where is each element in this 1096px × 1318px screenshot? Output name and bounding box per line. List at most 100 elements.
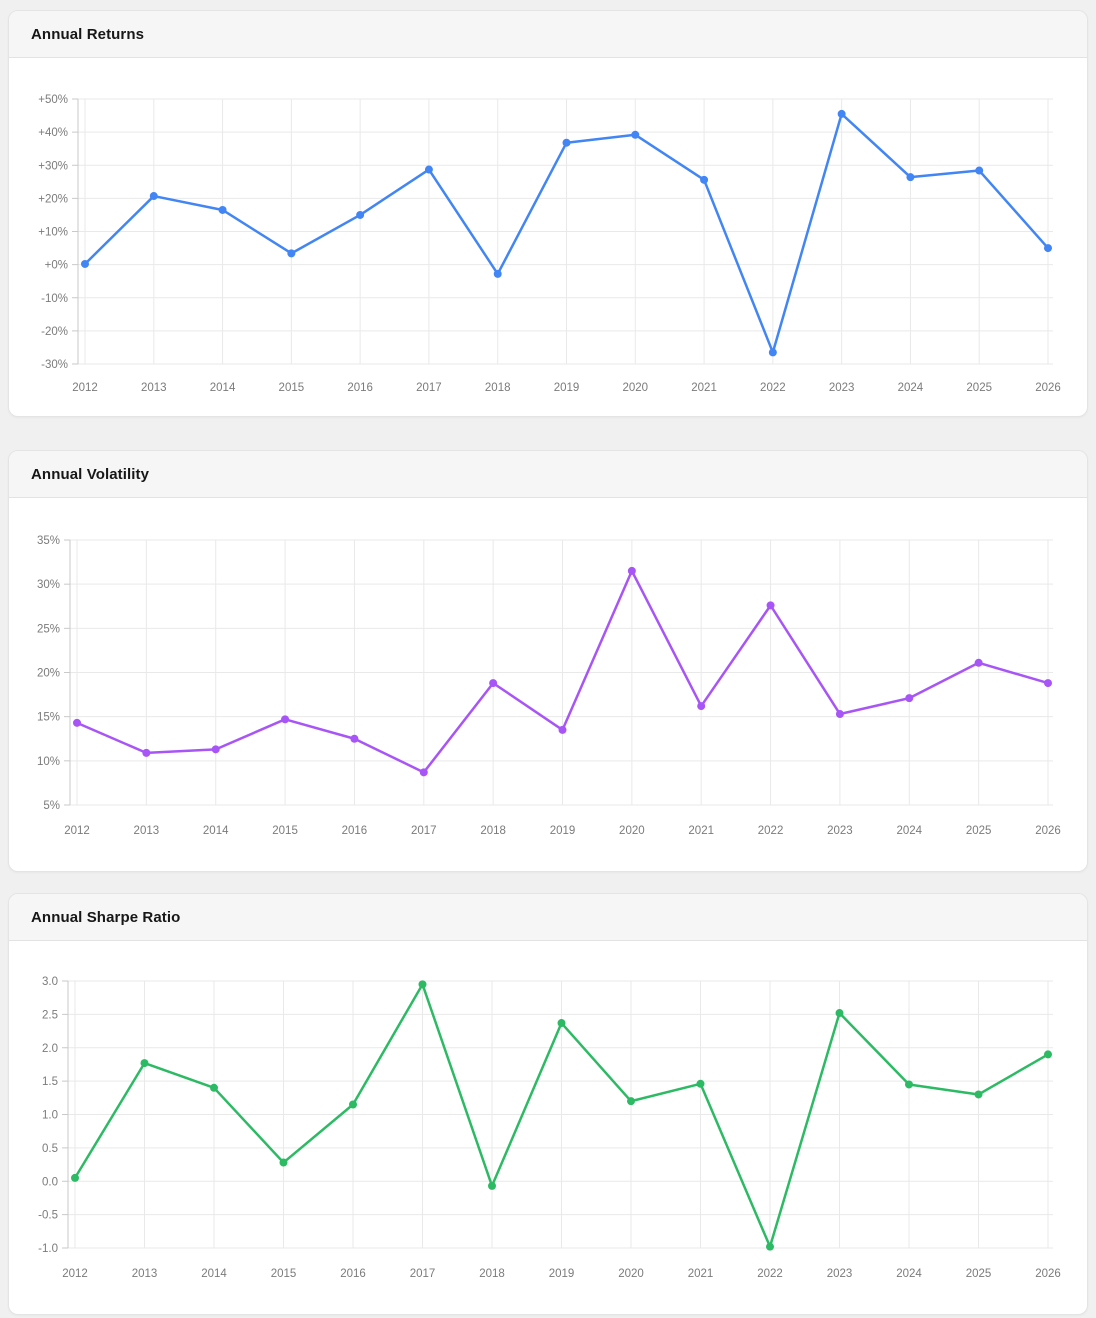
data-point-marker (287, 249, 296, 258)
data-point-marker (81, 259, 89, 268)
x-axis-tick-label: 2018 (480, 825, 506, 837)
y-axis-tick-label: 3.0 (42, 976, 58, 988)
data-point-marker (766, 601, 775, 610)
annual-volatility-line-chart: 35% 30% 25% 20% 15% 10% 5% 2012 2013 2014 2015 2016… (37, 535, 1061, 837)
data-point-marker (218, 205, 227, 214)
annual-sharpe-ratio-line-chart: 3.0 2.5 2.0 1.5 1.0 0.5 0.0 -0.5 -1.0 2012 2013 201… (38, 976, 1061, 1280)
data-point-marker (700, 175, 709, 184)
data-point-marker (211, 745, 220, 754)
x-axis-tick-label: 2022 (758, 825, 784, 837)
y-axis-tick-label: -10% (41, 293, 68, 305)
x-axis-tick-label: 2012 (64, 825, 90, 837)
data-point-marker (975, 166, 984, 175)
x-axis-tick-label: 2016 (340, 1268, 366, 1280)
x-axis-tick-label: 2026 (1035, 382, 1061, 394)
x-axis-tick-label: 2015 (279, 382, 305, 394)
data-point-marker (905, 1080, 913, 1089)
data-point-marker (349, 1100, 357, 1109)
x-axis-tick-label: 2020 (619, 825, 645, 837)
data-point-marker (696, 1079, 705, 1088)
y-axis-tick-label: 35% (37, 535, 60, 547)
y-axis-tick-label: +10% (38, 227, 68, 239)
x-axis-tick-label: 2024 (896, 1268, 922, 1280)
y-axis-tick-label: -1.0 (38, 1243, 58, 1255)
data-point-marker (631, 130, 640, 139)
annual-returns-card: Annual Returns +50% +40% +30% +20% +10% +0% -1… (8, 10, 1088, 417)
y-axis-tick-label: 30% (37, 579, 60, 591)
x-axis-tick-label: 2017 (411, 825, 437, 837)
x-axis-tick-label: 2014 (203, 825, 229, 837)
y-axis-tick-label: 25% (37, 623, 60, 635)
x-axis-tick-label: 2017 (410, 1268, 436, 1280)
data-point-marker (424, 165, 433, 174)
y-axis-tick-label: 15% (37, 712, 60, 724)
x-axis-tick-label: 2023 (827, 1268, 853, 1280)
x-axis-tick-label: 2025 (966, 1268, 992, 1280)
data-point-marker (71, 1173, 79, 1182)
data-point-marker (627, 1097, 635, 1106)
x-axis-tick-label: 2020 (618, 1268, 644, 1280)
x-axis-tick-label: 2018 (485, 382, 511, 394)
card-title-annual-returns: Annual Returns (31, 25, 145, 43)
data-point-marker (488, 1181, 496, 1190)
y-axis-tick-label: -20% (41, 326, 68, 338)
y-axis-tick-label: 0.0 (42, 1176, 58, 1188)
y-axis-tick-label: +30% (38, 160, 68, 172)
data-point-marker (281, 715, 290, 724)
x-axis-tick-label: 2023 (829, 382, 855, 394)
card-header: Annual Sharpe Ratio (9, 894, 1087, 941)
y-axis-tick-label: 2.5 (42, 1009, 58, 1021)
y-axis-tick-label: +50% (38, 94, 68, 106)
y-axis-tick-label: 5% (43, 800, 60, 812)
x-axis-tick-label: 2014 (201, 1268, 227, 1280)
x-axis-tick-label: 2021 (691, 382, 717, 394)
data-point-marker (974, 1090, 983, 1099)
y-axis-tick-label: 10% (37, 756, 60, 768)
x-axis-tick-label: 2024 (898, 382, 924, 394)
card-body: 35% 30% 25% 20% 15% 10% 5% 2012 2013 2014 2015 2016… (9, 498, 1087, 868)
data-point-marker (974, 658, 983, 667)
y-axis-tick-label: 2.0 (42, 1043, 58, 1055)
x-axis-tick-label: 2013 (141, 382, 167, 394)
x-axis-tick-label: 2025 (966, 382, 992, 394)
data-point-marker (766, 1242, 774, 1251)
data-point-marker (1044, 1050, 1052, 1059)
x-axis-tick-label: 2013 (132, 1268, 158, 1280)
x-axis-tick-label: 2015 (271, 1268, 297, 1280)
annual-volatility-card: Annual Volatility 35% 30% 25% 20% 15% 10% 5% 20… (8, 450, 1088, 872)
x-axis-tick-label: 2022 (760, 382, 786, 394)
x-axis-tick-label: 2024 (896, 825, 922, 837)
data-point-marker (558, 725, 567, 734)
annual-returns-line-chart: +50% +40% +30% +20% +10% +0% -10% -20% -30% 2012 2… (38, 94, 1061, 394)
y-axis-tick-label: +40% (38, 127, 68, 139)
x-axis-tick-label: 2014 (210, 382, 236, 394)
x-axis-tick-label: 2021 (688, 825, 714, 837)
x-axis-tick-label: 2026 (1035, 1268, 1061, 1280)
y-axis-tick-label: -30% (41, 359, 68, 371)
data-point-marker (1044, 244, 1052, 253)
data-point-marker (627, 566, 636, 575)
data-point-marker (557, 1019, 566, 1028)
data-point-marker (210, 1083, 218, 1092)
card-body: +50% +40% +30% +20% +10% +0% -10% -20% -30% 2012 2… (9, 58, 1087, 413)
card-title-annual-volatility: Annual Volatility (31, 465, 150, 483)
x-axis-tick-label: 2013 (134, 825, 160, 837)
x-axis-tick-label: 2021 (688, 1268, 714, 1280)
data-point-marker (279, 1158, 288, 1167)
data-point-marker (418, 980, 427, 989)
data-point-marker (562, 138, 571, 147)
card-header: Annual Volatility (9, 451, 1087, 498)
data-point-marker (142, 748, 151, 757)
data-point-marker (73, 718, 81, 727)
card-title-annual-sharpe-ratio: Annual Sharpe Ratio (31, 908, 181, 926)
data-point-marker (768, 348, 777, 357)
y-axis-tick-label: -0.5 (38, 1210, 58, 1222)
data-point-marker (350, 734, 359, 743)
data-point-marker (419, 768, 428, 777)
x-axis-tick-label: 2019 (554, 382, 580, 394)
x-axis-tick-label: 2023 (827, 825, 853, 837)
x-axis-tick-label: 2015 (272, 825, 298, 837)
x-axis-tick-label: 2019 (549, 1268, 575, 1280)
data-point-marker (149, 192, 158, 201)
y-axis-tick-label: 1.0 (42, 1110, 58, 1122)
